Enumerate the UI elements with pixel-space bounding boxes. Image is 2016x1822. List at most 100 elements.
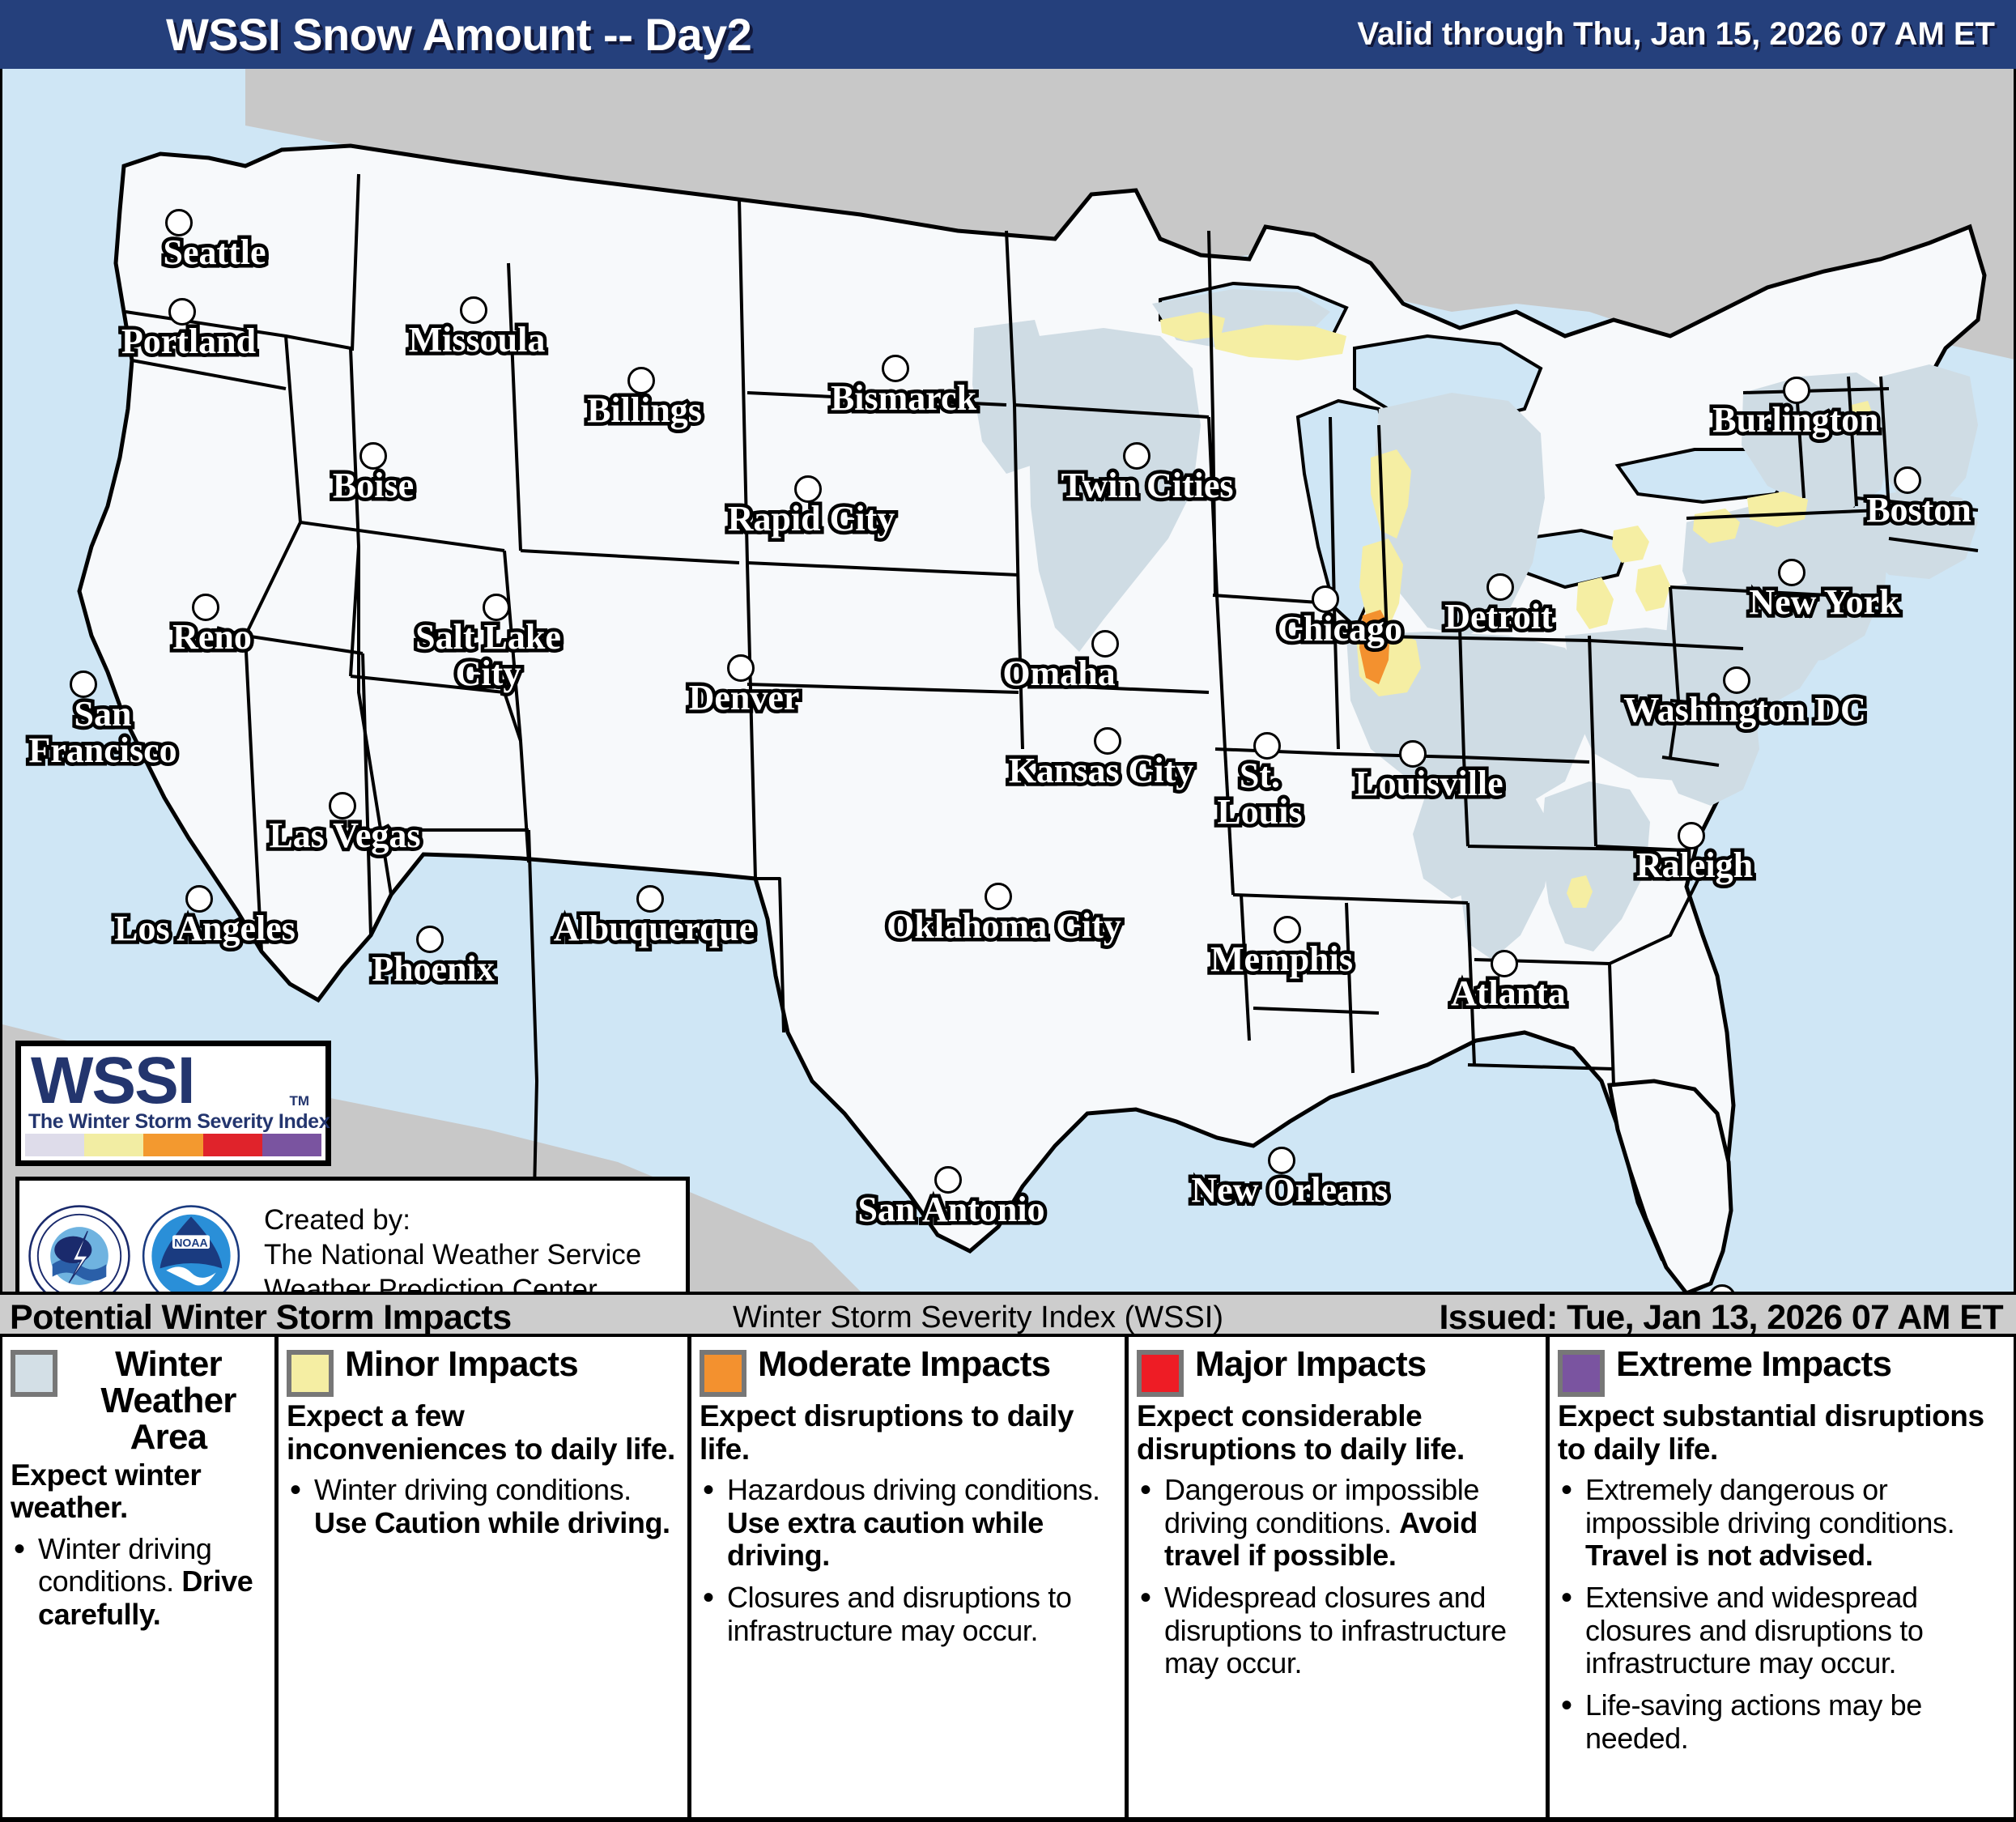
city-marker-phoenix[interactable] xyxy=(416,926,444,953)
city-marker-raleigh[interactable] xyxy=(1678,822,1705,849)
legend-bullet: Closures and disruptions to infrastructu… xyxy=(700,1580,1118,1647)
issued-text: Issued: Tue, Jan 13, 2026 07 AM ET xyxy=(1439,1298,2003,1337)
city-marker-reno[interactable] xyxy=(192,594,219,621)
city-label-missoula: Missoula xyxy=(405,318,549,361)
city-marker-memphis[interactable] xyxy=(1274,916,1301,943)
city-label-las-vegas: Las Vegas xyxy=(266,814,424,857)
city-marker-new-york[interactable] xyxy=(1778,559,1805,586)
legend-bullet: Life-saving actions may be needed. xyxy=(1558,1688,2012,1755)
city-marker-rapid-city[interactable] xyxy=(794,475,822,503)
city-marker-portland[interactable] xyxy=(168,298,196,326)
city-marker-los-angeles[interactable] xyxy=(185,885,213,913)
city-marker-billings[interactable] xyxy=(627,367,655,394)
legend-bullets-minor-impacts: Winter driving conditions. Use Caution w… xyxy=(287,1472,681,1539)
city-marker-las-vegas[interactable] xyxy=(329,792,356,819)
city-label-billings: Billings xyxy=(584,389,706,432)
city-marker-washington-dc[interactable] xyxy=(1723,666,1750,694)
page-title: WSSI Snow Amount -- Day2 xyxy=(166,9,752,60)
city-marker-missoula[interactable] xyxy=(460,296,487,324)
legend-column-moderate-impacts: Moderate Impacts Expect disruptions to da… xyxy=(687,1337,1125,1817)
legend-swatch-major-impacts xyxy=(1137,1350,1184,1397)
city-label-washington-dc: Washington DC xyxy=(1620,688,1870,731)
city-label-oklahoma-city: Oklahoma City xyxy=(883,905,1125,947)
legend-head-extreme-impacts: Extreme Impacts xyxy=(1558,1344,2012,1397)
credit-box: ★ ★ ★ NOAA Created by: The National Weat… xyxy=(15,1177,690,1292)
legend-label-major-impacts: Major Impacts xyxy=(1195,1344,1427,1384)
legend-bullets-extreme-impacts: Extremely dangerous or impossible drivin… xyxy=(1558,1472,2012,1755)
valid-through-text: Valid through Thu, Jan 15, 2026 07 AM ET xyxy=(1357,16,1995,52)
city-marker-denver[interactable] xyxy=(727,654,755,682)
city-marker-louisville[interactable] xyxy=(1399,740,1427,768)
legend-bullets-major-impacts: Dangerous or impossible driving conditio… xyxy=(1137,1472,1539,1679)
city-marker-seattle[interactable] xyxy=(165,209,193,236)
city-label-burlington: Burlington xyxy=(1709,398,1882,441)
city-marker-san-francisco[interactable] xyxy=(70,670,97,698)
city-label-los-angeles: Los Angeles xyxy=(111,907,300,950)
legend-swatch-extreme-impacts xyxy=(1558,1350,1605,1397)
city-label-reno: Reno xyxy=(169,615,256,658)
legend-subtitle: Winter Storm Severity Index (WSSI) xyxy=(733,1301,1224,1335)
legend-head-moderate-impacts: Moderate Impacts xyxy=(700,1346,1118,1397)
us-map-svg xyxy=(2,69,2014,1292)
city-marker-new-orleans[interactable] xyxy=(1268,1147,1295,1174)
legend-title: Potential Winter Storm Impacts xyxy=(10,1298,512,1337)
city-label-new-york: New York xyxy=(1746,581,1903,624)
city-label-portland: Portland xyxy=(117,320,259,363)
wssi-strip-segment-0 xyxy=(25,1134,85,1156)
city-label-louisville: Louisville xyxy=(1351,762,1507,805)
wssi-strip-segment-2 xyxy=(143,1134,203,1156)
city-marker-burlington[interactable] xyxy=(1783,377,1810,404)
city-marker-omaha[interactable] xyxy=(1091,630,1119,658)
legend-columns: Winter Weather Area Expect winter weather… xyxy=(0,1337,2016,1822)
city-label-rapid-city: Rapid City xyxy=(724,497,899,540)
state-borders xyxy=(125,173,1979,1268)
legend-bullet: Extensive and widespread closures and di… xyxy=(1558,1580,2012,1679)
legend-swatch-minor-impacts xyxy=(287,1350,334,1397)
credit-line-1: Created by: xyxy=(264,1204,410,1237)
city-marker-atlanta[interactable] xyxy=(1491,950,1518,977)
wssi-color-strip xyxy=(25,1134,322,1156)
nws-seal-icon: ★ ★ ★ xyxy=(28,1204,130,1292)
city-label-atlanta: Atlanta xyxy=(1448,972,1570,1015)
city-marker-albuquerque[interactable] xyxy=(636,885,664,913)
legend-bullet: Extremely dangerous or impossible drivin… xyxy=(1558,1472,2012,1572)
city-marker-detroit[interactable] xyxy=(1486,573,1514,601)
legend-summary-moderate-impacts: Expect disruptions to daily life. xyxy=(700,1399,1074,1466)
wssi-strip-segment-1 xyxy=(84,1134,144,1156)
city-marker-kansas-city[interactable] xyxy=(1094,727,1121,755)
city-label-salt-lake-city: Salt Lake City xyxy=(412,615,565,696)
legend-summary-major-impacts: Expect considerable disruptions to daily… xyxy=(1137,1399,1465,1466)
city-label-san-francisco: San Francisco xyxy=(25,692,181,773)
city-marker-san-antonio[interactable] xyxy=(934,1166,962,1194)
city-label-memphis: Memphis xyxy=(1207,938,1357,981)
legend-swatch-moderate-impacts xyxy=(700,1350,746,1397)
city-label-denver: Denver xyxy=(685,676,803,719)
city-marker-bismarck[interactable] xyxy=(882,355,909,382)
legend-bullet: Winter driving conditions. Drive careful… xyxy=(11,1531,268,1631)
credit-text: Created by: The National Weather Service… xyxy=(264,1203,641,1292)
city-marker-twin-cities[interactable] xyxy=(1123,442,1150,470)
city-label-bismarck: Bismarck xyxy=(827,377,980,419)
legend-bullets-winter-weather-area: Winter driving conditions. Drive careful… xyxy=(11,1531,268,1631)
wssi-strip-segment-4 xyxy=(262,1134,322,1156)
city-label-boise: Boise xyxy=(329,464,417,507)
city-marker-salt-lake-city[interactable] xyxy=(483,594,510,621)
legend-summary-winter-weather-area: Expect winter weather. xyxy=(11,1458,202,1525)
city-marker-boston[interactable] xyxy=(1894,466,1921,494)
legend-summary-extreme-impacts: Expect substantial disruptions to daily … xyxy=(1558,1399,1984,1466)
legend-label-minor-impacts: Minor Impacts xyxy=(345,1344,579,1384)
city-label-omaha: Omaha xyxy=(999,652,1119,695)
city-marker-oklahoma-city[interactable] xyxy=(985,883,1012,910)
legend-label-winter-weather-area: Winter Weather Area xyxy=(100,1344,236,1457)
city-label-twin-cities: Twin Cities xyxy=(1057,464,1237,507)
map-canvas[interactable]: Seattle Portland Missoula Boise Billings Rapi… xyxy=(0,69,2016,1292)
city-marker-chicago[interactable] xyxy=(1312,585,1339,613)
header-bar: WSSI Snow Amount -- Day2 Valid through T… xyxy=(0,0,2016,69)
city-marker-st-louis[interactable] xyxy=(1253,732,1281,760)
legend-label-extreme-impacts: Extreme Impacts xyxy=(1616,1344,1892,1384)
city-marker-boise[interactable] xyxy=(359,442,387,470)
wssi-logo-subtitle: The Winter Storm Severity Index xyxy=(28,1110,330,1133)
city-label-seattle: Seattle xyxy=(159,231,270,274)
florida-peninsula xyxy=(1607,1079,1733,1292)
